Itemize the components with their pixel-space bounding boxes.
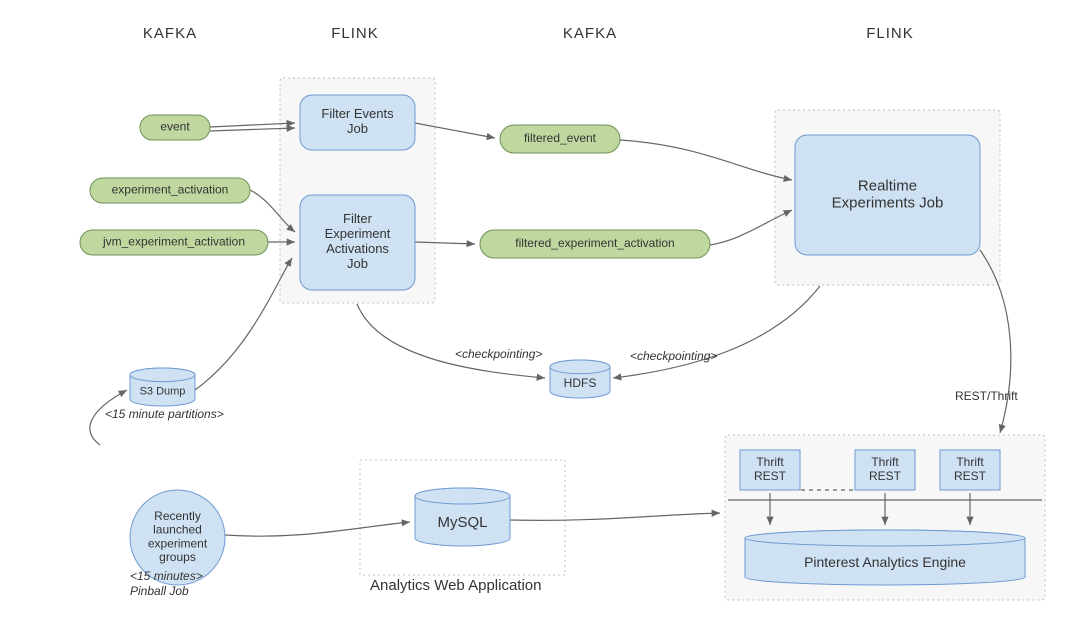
col-kafka-2: KAFKA <box>563 25 617 42</box>
label-filt-exp: filtered_experiment_activation <box>515 236 674 250</box>
label-tr1: ThriftREST <box>754 455 787 483</box>
edge-e12 <box>225 522 410 536</box>
label-mysql: MySQL <box>437 514 487 531</box>
node-feaj: FilterExperimentActivationsJob <box>300 195 415 290</box>
label-exp-act: experiment_activation <box>112 183 229 197</box>
node-tr2: ThriftREST <box>855 450 915 490</box>
label-jvm-exp: jvm_experiment_activation <box>102 235 245 249</box>
edge-e9 <box>613 286 820 378</box>
edge-e13 <box>510 513 720 520</box>
anno-pinball: Pinball Job <box>130 584 189 598</box>
anno-awa: Analytics Web Application <box>370 577 541 594</box>
node-tr3: ThriftREST <box>940 450 1000 490</box>
anno-s3p: <15 minute partitions> <box>105 407 224 421</box>
col-flink-2: FLINK <box>866 25 914 42</box>
label-s3: S3 Dump <box>140 385 186 397</box>
label-filt-evt: filtered_event <box>524 131 597 145</box>
node-tr1: ThriftREST <box>740 450 800 490</box>
label-pae: Pinterest Analytics Engine <box>804 554 966 570</box>
node-exp-act: experiment_activation <box>90 178 250 203</box>
label-tr3: ThriftREST <box>954 455 987 483</box>
label-tr2: ThriftREST <box>869 455 902 483</box>
col-kafka-1: KAFKA <box>143 25 197 42</box>
edge-e6 <box>620 140 792 180</box>
node-jvm-exp: jvm_experiment_activation <box>80 230 268 255</box>
edge-e10 <box>195 258 292 390</box>
node-event: event <box>140 115 210 140</box>
label-event: event <box>160 120 190 134</box>
node-filt-evt: filtered_event <box>500 125 620 153</box>
node-mysql: MySQL <box>415 488 510 546</box>
node-s3: S3 Dump <box>130 368 195 406</box>
node-pae: Pinterest Analytics Engine <box>745 530 1025 585</box>
node-hdfs: HDFS <box>550 360 610 398</box>
anno-15m: <15 minutes> <box>130 569 203 583</box>
anno-chk2: <checkpointing> <box>630 349 717 363</box>
anno-rest: REST/Thrift <box>955 389 1018 403</box>
label-hdfs: HDFS <box>564 376 597 390</box>
node-filt-exp: filtered_experiment_activation <box>480 230 710 258</box>
col-flink-1: FLINK <box>331 25 379 42</box>
edge-e8 <box>357 304 545 378</box>
node-fej: Filter EventsJob <box>300 95 415 150</box>
anno-chk1: <checkpointing> <box>455 347 542 361</box>
node-rej: RealtimeExperiments Job <box>795 135 980 255</box>
